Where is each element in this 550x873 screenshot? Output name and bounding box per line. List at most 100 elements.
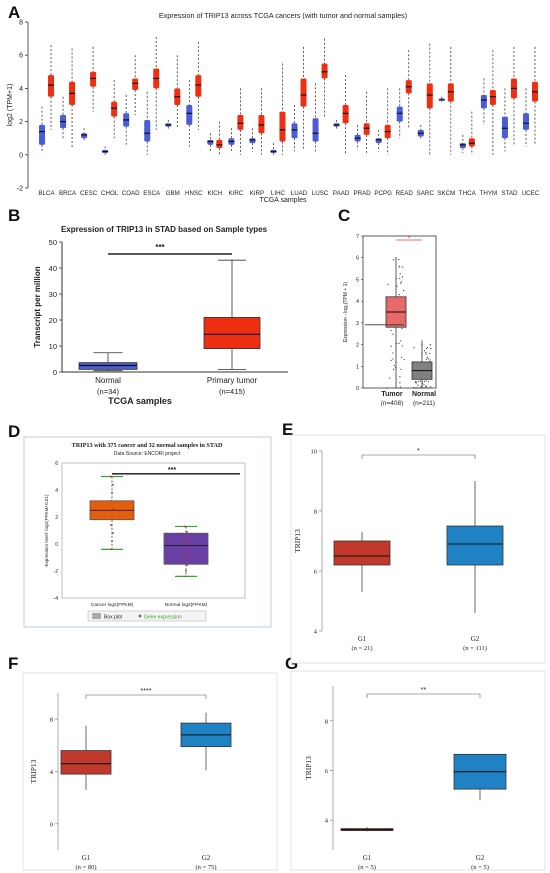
- chart-a-xtick-prad: PRAD: [354, 190, 372, 197]
- chart-d-ytick-label: 2: [55, 515, 58, 521]
- chart-c-point: [390, 329, 392, 332]
- chart-a-xtick-brca: BRCA: [59, 190, 77, 197]
- chart-a-tumor-lihc-box: [279, 111, 286, 142]
- chart-d-gene-point: [185, 569, 187, 572]
- chart-d-title: TRIP13 with 375 cancer and 32 normal sam…: [72, 442, 223, 449]
- chart-b-ytick-label: 30: [49, 290, 57, 299]
- chart-a-tumor-chol-box: [111, 101, 118, 117]
- chart-c-point: [387, 283, 389, 286]
- chart-c-point: [425, 358, 427, 360]
- chart-d-ytick-label: -4: [54, 596, 59, 602]
- chart-c-point: [429, 359, 431, 361]
- chart-d-frame: [23, 436, 272, 628]
- chart-c-ytick-label: 3: [356, 321, 359, 327]
- chart-a-normal-pcpg-box: [375, 138, 382, 144]
- chart-c-point: [399, 386, 401, 388]
- chart-a-normal-kirp-box: [249, 138, 256, 144]
- chart-c-point: [399, 277, 401, 280]
- chart-c-point: [413, 347, 415, 349]
- chart-f-ytick-label: 4: [50, 769, 54, 776]
- chart-d-gene-point: [186, 531, 188, 533]
- chart-a-normal-stad-box: [501, 116, 508, 139]
- chart-g-count-g1: (n = 5): [358, 864, 376, 871]
- chart-d-xtick-normal: Normal log2(FPKM): [165, 602, 208, 608]
- chart-b-ytick-label: 0: [53, 368, 57, 377]
- chart-c-point: [392, 368, 395, 370]
- chart-e-g1-box: [333, 540, 391, 566]
- chart-a-ytick-label: 8: [19, 20, 23, 27]
- chart-a-tumor-paad-box: [342, 105, 349, 124]
- chart-a-normal-hnsc-box: [186, 105, 193, 125]
- chart-f-ylabel: TRIP13: [29, 759, 38, 783]
- chart-d-gene-point: [110, 499, 112, 502]
- chart-a-xlabel: TCGA samples: [259, 197, 307, 204]
- chart-a-title: Expression of TRIP13 across TCGA cancers…: [159, 11, 407, 20]
- chart-f-ytick-label: 8: [50, 717, 53, 724]
- chart-b-ytick-label: 20: [49, 316, 57, 325]
- chart-d-ytick-label: -2: [54, 569, 59, 575]
- chart-c-point: [423, 384, 425, 386]
- chart-c-point: [425, 347, 428, 350]
- chart-d-gene-point: [185, 536, 187, 539]
- chart-d-gene-point: [110, 475, 112, 478]
- chart-a-xtick-thca: THCA: [459, 190, 477, 197]
- chart-a-tumor-kirc-box: [237, 114, 244, 130]
- chart-d-gene-point: [186, 547, 188, 550]
- chart-d-gene-point: [184, 542, 186, 544]
- chart-a-normal-read-box: [396, 106, 403, 122]
- panel-label-c: C: [338, 206, 351, 225]
- chart-c-count-normal: (n=211): [413, 400, 435, 407]
- chart-c-point: [386, 387, 388, 389]
- chart-c-ytick-label: 6: [356, 256, 359, 262]
- chart-c-point: [399, 382, 401, 384]
- chart-c-point: [425, 353, 427, 355]
- chart-e-count-g2: (n = 111): [463, 645, 487, 652]
- chart-a-normal-thym-box: [480, 95, 487, 109]
- chart-a-xtick-chol: CHOL: [101, 190, 119, 197]
- chart-a-normal-luad-box: [291, 123, 298, 139]
- chart-c-ytick-label: 0: [356, 386, 359, 392]
- chart-e-ytick-label: 8: [314, 509, 317, 516]
- chart-c-point: [429, 344, 431, 346]
- chart-g-ytick-label: 8: [325, 718, 328, 725]
- chart-c-point: [430, 386, 432, 388]
- chart-a-xtick-blca: BLCA: [38, 190, 55, 197]
- chart-c-ytick-label: 1: [356, 364, 359, 370]
- chart-a-tumor-hnsc-box: [195, 75, 202, 97]
- chart-d-ylabel: Expression level: log2(FPKM+0.01): [44, 494, 49, 567]
- chart-e-ylabel: TRIP13: [293, 529, 302, 553]
- chart-b-xtick-tumor: Primary tumor: [207, 376, 258, 385]
- chart-c-point: [414, 381, 417, 384]
- chart-c-point: [399, 273, 401, 275]
- chart-g-count-g2: (n = 5): [471, 864, 489, 871]
- chart-c-point: [419, 380, 421, 382]
- chart-b-ytick-label: 50: [49, 238, 57, 247]
- chart-b-signif: ***: [155, 243, 165, 252]
- chart-c-point: [415, 380, 417, 382]
- chart-c-point: [403, 359, 405, 361]
- chart-e-frame: [290, 434, 546, 664]
- chart-d-gene-point: [112, 508, 114, 510]
- chart-a-normal-lusc-box: [312, 118, 319, 142]
- chart-d-gene-point: [111, 540, 113, 543]
- chart-c-point: [417, 380, 420, 383]
- chart-c-ytick-label: 2: [356, 343, 359, 349]
- chart-a-xtick-gbm: GBM: [166, 190, 180, 197]
- chart-a-xtick-lihc: LIHC: [271, 190, 286, 197]
- chart-c-point: [400, 340, 402, 342]
- panel-label-f: F: [8, 654, 19, 673]
- chart-b-title: Expression of TRIP13 in STAD based on Sa…: [61, 225, 268, 234]
- chart-c-point: [427, 381, 429, 383]
- chart-a-tumor-coad-box: [132, 78, 139, 91]
- chart-g-signif: **: [421, 687, 427, 694]
- chart-c-ytick-label: 5: [356, 277, 359, 283]
- chart-d-gene-point: [110, 548, 112, 551]
- chart-d-gene-point: [184, 525, 186, 528]
- panel-label-d: D: [8, 422, 21, 441]
- chart-f-xtick-g1: G1: [82, 854, 91, 862]
- chart-f-ytick-label: 0: [50, 821, 53, 828]
- chart-g-xtick-g2: G2: [476, 854, 485, 862]
- chart-d-subtitle: Data Source: ENCORI project: [114, 451, 181, 457]
- chart-b-xlabel: TCGA samples: [108, 396, 172, 406]
